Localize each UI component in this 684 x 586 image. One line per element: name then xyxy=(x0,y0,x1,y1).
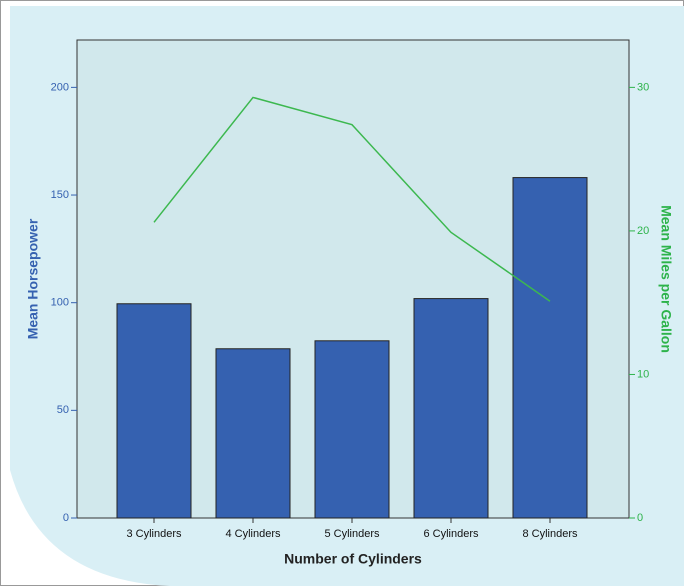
bar xyxy=(512,177,588,519)
y2-tick-label: 10 xyxy=(637,368,649,380)
y2-axis-title: Mean Miles per Gallon xyxy=(658,205,674,353)
x-tick-label: 6 Cylinders xyxy=(423,528,479,540)
x-tick-label: 4 Cylinders xyxy=(225,528,281,540)
y2-tick-label: 0 xyxy=(637,512,643,524)
x-tick-label: 3 Cylinders xyxy=(126,528,182,540)
bar xyxy=(215,348,291,519)
y-tick-label: 200 xyxy=(51,81,69,93)
bar xyxy=(116,303,192,519)
line xyxy=(153,96,551,302)
y2-tick-label: 30 xyxy=(637,81,649,93)
bar xyxy=(413,298,489,519)
y2-tick-label: 20 xyxy=(637,225,649,237)
bar xyxy=(314,340,390,519)
y-axis-title: Mean Horsepower xyxy=(25,218,41,339)
x-tick-label: 8 Cylinders xyxy=(522,528,578,540)
y-tick-label: 150 xyxy=(51,189,69,201)
y-tick-label: 100 xyxy=(51,297,69,309)
y-tick-label: 0 xyxy=(63,512,69,524)
x-tick-label: 5 Cylinders xyxy=(324,528,380,540)
y-tick-label: 50 xyxy=(57,404,69,416)
x-axis-title: Number of Cylinders xyxy=(284,551,422,567)
